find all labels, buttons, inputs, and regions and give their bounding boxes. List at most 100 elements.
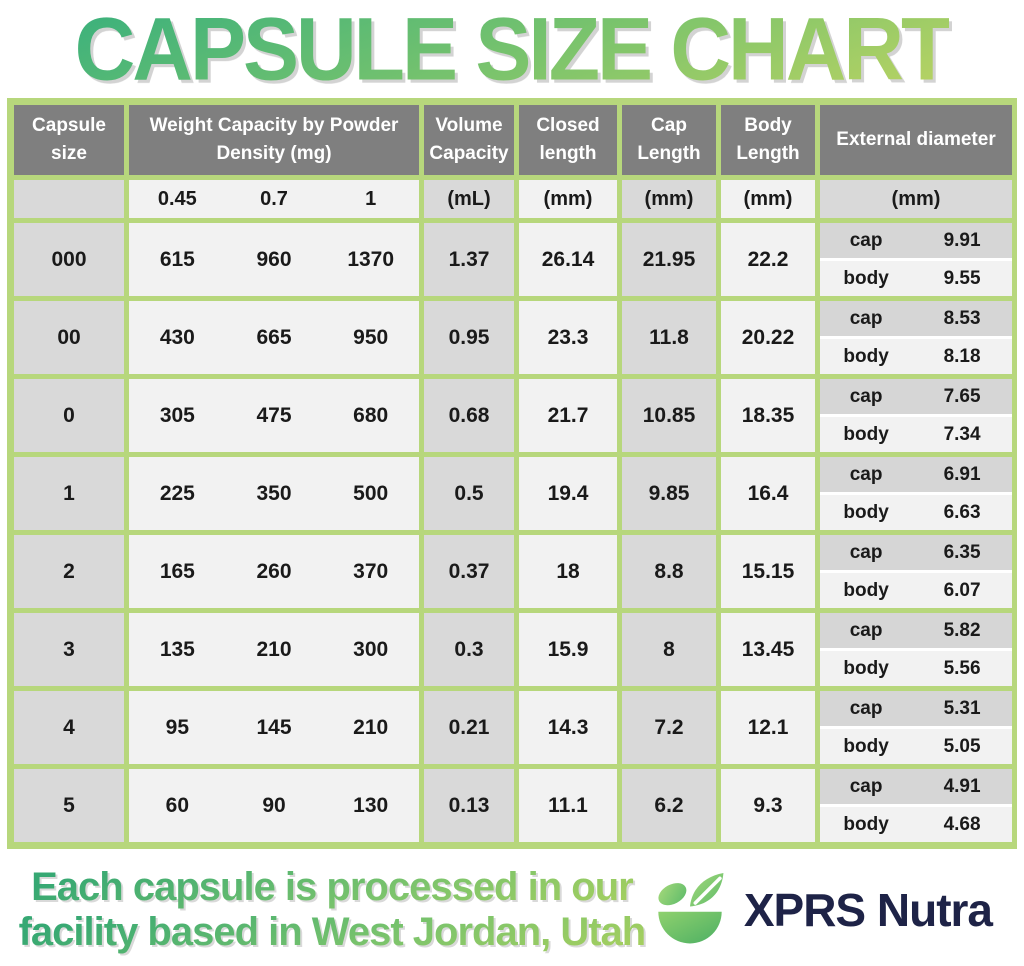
weight-045-value: 95: [165, 715, 190, 739]
diameter-cap-value: 8.53: [943, 307, 981, 329]
diameter-body-value: 5.56: [943, 657, 981, 679]
page-title: CAPSULE SIZE CHART: [74, 0, 953, 99]
mortar-leaf-icon: [658, 873, 724, 944]
diameter-cap-row: cap 4.91: [820, 769, 1012, 807]
brand-logo: XPRS Nutra: [646, 866, 1006, 954]
diameter-body-row: body 8.18: [820, 339, 1012, 374]
facility-note: Each capsule is processed in our facilit…: [18, 865, 647, 955]
weight-1-value: 300: [353, 637, 389, 661]
diameter-body-value: 7.34: [943, 423, 981, 445]
diameter-body-row: body 6.07: [820, 573, 1012, 608]
diameter-body-value: 4.68: [943, 813, 981, 835]
weight-07-value: 145: [256, 715, 292, 739]
diameter-cap-row: cap 6.91: [820, 457, 1012, 495]
weight-capacity-values: 60 90 130: [129, 769, 419, 842]
diameter-body-label: body: [843, 345, 889, 367]
diameter-body-label: body: [843, 735, 889, 757]
diameter-cap-label: cap: [849, 697, 883, 719]
units-density-cell: 0.45 0.7 1: [129, 180, 419, 218]
capsule-size-value: 2: [14, 535, 124, 608]
diameter-body-value: 6.63: [943, 501, 981, 523]
cap-length-value: 8: [622, 613, 716, 686]
col-header-cap-length: Cap Length: [622, 105, 716, 175]
diameter-cap-row: cap 7.65: [820, 379, 1012, 417]
cap-length-value: 11.8: [622, 301, 716, 374]
external-diameter-cell: cap 4.91 body 4.68: [820, 769, 1012, 842]
capsule-size-value: 4: [14, 691, 124, 764]
diameter-cap-label: cap: [849, 385, 883, 407]
volume-capacity-value: 0.21: [424, 691, 514, 764]
closed-length-value: 19.4: [519, 457, 617, 530]
capsule-size-value: 000: [14, 223, 124, 296]
density-07-label: 0.7: [260, 187, 288, 210]
diameter-body-label: body: [843, 501, 889, 523]
weight-1-value: 950: [353, 325, 389, 349]
external-diameter-cell: cap 9.91 body 9.55: [820, 223, 1012, 296]
capsule-size-value: 5: [14, 769, 124, 842]
volume-capacity-value: 0.68: [424, 379, 514, 452]
diameter-cap-label: cap: [849, 307, 883, 329]
volume-capacity-value: 0.37: [424, 535, 514, 608]
weight-045-value: 225: [159, 481, 195, 505]
diameter-body-value: 8.18: [943, 345, 981, 367]
weight-capacity-values: 135 210 300: [129, 613, 419, 686]
diameter-body-value: 5.05: [943, 735, 981, 757]
diameter-cap-value: 7.65: [943, 385, 981, 407]
col-header-body-length: Body Length: [721, 105, 815, 175]
weight-045-value: 60: [165, 793, 190, 817]
weight-07-value: 665: [256, 325, 292, 349]
weight-1-value: 130: [353, 793, 389, 817]
diameter-cap-value: 5.82: [943, 619, 981, 641]
diameter-cap-value: 5.31: [943, 697, 981, 719]
weight-1-value: 370: [353, 559, 389, 583]
diameter-body-row: body 5.05: [820, 729, 1012, 764]
body-length-value: 13.45: [721, 613, 815, 686]
closed-length-value: 11.1: [519, 769, 617, 842]
weight-045-value: 615: [159, 247, 195, 271]
weight-07-value: 475: [256, 403, 292, 427]
diameter-cap-label: cap: [849, 229, 883, 251]
weight-capacity-values: 165 260 370: [129, 535, 419, 608]
body-length-value: 20.22: [721, 301, 815, 374]
weight-capacity-values: 225 350 500: [129, 457, 419, 530]
body-length-value: 15.15: [721, 535, 815, 608]
col-header-volume-capacity: Volume Capacity: [424, 105, 514, 175]
diameter-cap-label: cap: [849, 619, 883, 641]
diameter-body-row: body 4.68: [820, 807, 1012, 842]
footer: Each capsule is processed in our facilit…: [0, 851, 1024, 966]
capsule-size-table: Capsule size Weight Capacity by Powder D…: [7, 98, 1017, 849]
cap-length-value: 21.95: [622, 223, 716, 296]
weight-07-value: 90: [262, 793, 286, 817]
external-diameter-cell: cap 6.91 body 6.63: [820, 457, 1012, 530]
capsule-size-value: 1: [14, 457, 124, 530]
diameter-body-row: body 9.55: [820, 261, 1012, 296]
external-diameter-cell: cap 5.31 body 5.05: [820, 691, 1012, 764]
closed-length-value: 15.9: [519, 613, 617, 686]
weight-07-value: 260: [256, 559, 292, 583]
weight-045-value: 165: [159, 559, 195, 583]
weight-capacity-values: 95 145 210: [129, 691, 419, 764]
volume-capacity-value: 0.5: [424, 457, 514, 530]
units-cap-length-cell: (mm): [622, 180, 716, 218]
capsule-size-value: 0: [14, 379, 124, 452]
diameter-body-value: 9.55: [943, 267, 981, 289]
brand-name: XPRS Nutra: [743, 884, 993, 936]
external-diameter-cell: cap 8.53 body 8.18: [820, 301, 1012, 374]
diameter-cap-label: cap: [849, 775, 883, 797]
weight-045-value: 135: [159, 637, 195, 661]
diameter-cap-value: 6.35: [943, 541, 981, 563]
col-header-external-diameter: External diameter: [820, 105, 1012, 175]
weight-1-value: 1370: [347, 247, 395, 271]
body-length-value: 12.1: [721, 691, 815, 764]
volume-capacity-value: 1.37: [424, 223, 514, 296]
diameter-cap-row: cap 9.91: [820, 223, 1012, 261]
volume-capacity-value: 0.3: [424, 613, 514, 686]
units-volume-cell: (mL): [424, 180, 514, 218]
closed-length-value: 26.14: [519, 223, 617, 296]
weight-1-value: 500: [353, 481, 389, 505]
volume-capacity-value: 0.13: [424, 769, 514, 842]
units-body-length-cell: (mm): [721, 180, 815, 218]
col-header-capsule-size: Capsule size: [14, 105, 124, 175]
diameter-body-row: body 6.63: [820, 495, 1012, 530]
cap-length-value: 9.85: [622, 457, 716, 530]
